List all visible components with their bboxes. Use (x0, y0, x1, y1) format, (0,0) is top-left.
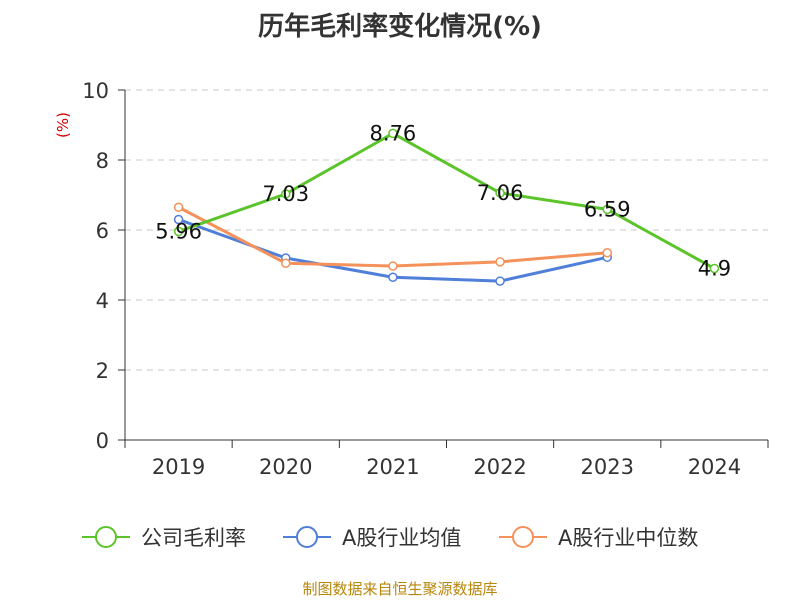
legend-item: A股行业均值 (283, 526, 461, 550)
y-tick-label: 4 (96, 289, 109, 313)
x-tick-label: 2021 (366, 455, 419, 479)
legend-marker (512, 526, 534, 548)
y-tick-label: 10 (82, 79, 109, 103)
x-ticks: 2019 2020 2021 2022 2023 2024 (124, 440, 769, 479)
data-label: 7.06 (477, 181, 524, 205)
data-label: 6.59 (584, 197, 631, 221)
x-tick-label: 2019 (152, 455, 205, 479)
y-tick-label: 0 (96, 429, 109, 453)
series-line-1 (178, 218, 608, 283)
y-ticks: 0 2 4 6 8 10 (82, 79, 125, 453)
series-lines (173, 128, 720, 286)
data-point (602, 204, 612, 215)
x-tick-label: 2022 (473, 455, 526, 479)
legend-item: A股行业中位数 (499, 526, 698, 550)
y-tick-label: 2 (96, 359, 109, 383)
data-point (495, 188, 505, 198)
data-point (388, 128, 398, 139)
legend-marker (296, 526, 318, 548)
data-label: 8.76 (370, 121, 417, 145)
y-tick-label: 6 (96, 219, 109, 243)
data-labels: 5.96 7.03 8.76 7.06 6.59 4.9 (155, 121, 731, 280)
legend-label: A股行业均值 (342, 526, 461, 550)
data-point (388, 272, 398, 282)
data-point (173, 214, 184, 225)
legend: 公司毛利率 A股行业均值 A股行业中位数 (82, 526, 698, 550)
source-note: 制图数据来自恒生聚源数据库 (302, 580, 498, 598)
chart-title: 历年毛利率变化情况(%) (258, 12, 542, 42)
legend-marker (95, 526, 117, 548)
legend-item: 公司毛利率 (82, 526, 246, 550)
y-tick-label: 8 (96, 149, 109, 173)
data-point (281, 189, 291, 199)
data-label: 7.03 (262, 182, 309, 206)
data-point (602, 248, 612, 258)
data-point (709, 263, 720, 274)
legend-label: 公司毛利率 (141, 526, 246, 550)
series-line-2 (177, 205, 608, 268)
x-tick-label: 2024 (688, 455, 741, 479)
data-point (173, 202, 184, 212)
data-point (173, 226, 184, 237)
data-label: 4.9 (698, 257, 731, 281)
x-tick-label: 2023 (581, 455, 634, 479)
data-point (495, 276, 505, 286)
data-point (281, 258, 291, 268)
data-label: 5.96 (155, 219, 202, 243)
y-axis-label: (%) (54, 112, 72, 138)
legend-label: A股行业中位数 (558, 526, 698, 550)
data-point (495, 257, 505, 267)
data-point (388, 261, 398, 271)
series-line-0 (178, 131, 716, 270)
grid-lines (125, 89, 768, 371)
x-tick-label: 2020 (259, 455, 312, 479)
